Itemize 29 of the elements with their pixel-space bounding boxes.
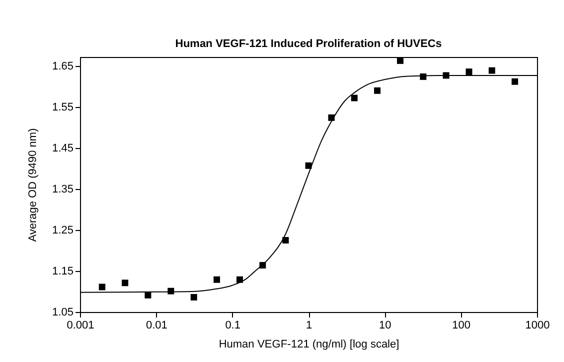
x-tick-label: 0.001 [66,320,94,332]
x-tick-label: 0.01 [146,320,168,332]
y-tick-label: 1.25 [52,224,74,237]
chart-title: Human VEGF-121 Induced Proliferation of HUVECs [175,38,442,50]
point [374,87,381,94]
x-tick-label: 10 [379,320,392,332]
x-tick-label: 1000 [525,320,550,332]
point [190,294,198,300]
y-tick-label: 1.05 [52,306,74,318]
point [488,67,496,74]
point [214,276,220,283]
y-tick-label: 1.15 [52,266,74,278]
x-tick-label: 1 [306,320,312,332]
point [351,94,358,102]
x-tick-label: 100 [452,320,471,332]
y-tick-label: 1.35 [52,184,74,196]
y-tick-label: 1.65 [52,60,74,73]
x-tick-label: 0.1 [225,320,240,332]
x-axis-title: Human VEGF-121 (ng/ml) [log scale] [218,338,400,350]
point [98,284,106,290]
point [466,68,472,75]
y-axis-title: Average OD (9490 nm) [27,128,40,242]
point [282,237,289,244]
y-tick-label: 1.45 [52,142,74,155]
point [144,292,152,298]
point [396,57,404,64]
y-tick-label: 1.55 [52,102,74,114]
point [512,78,518,85]
point [122,280,128,286]
